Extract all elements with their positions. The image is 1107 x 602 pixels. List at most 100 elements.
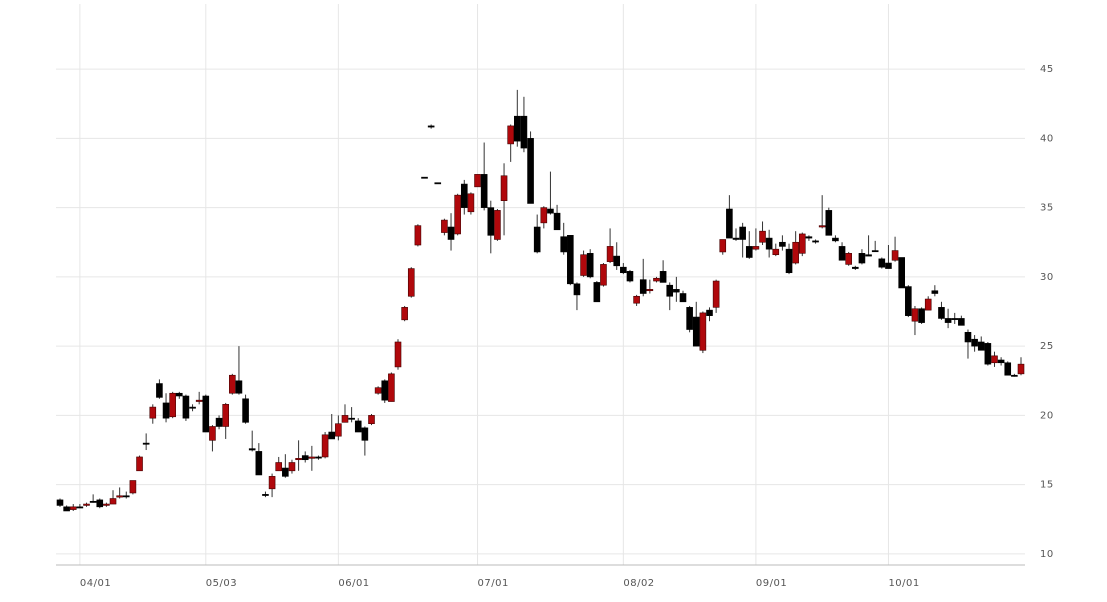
candle-body (666, 284, 674, 297)
candle-body (726, 208, 733, 239)
candle-body (765, 237, 773, 250)
candle-body (540, 207, 548, 224)
candle-body (944, 318, 952, 323)
candle-body (785, 248, 793, 274)
candle-body (195, 399, 203, 402)
candle-body (434, 182, 442, 185)
candle-body (288, 462, 296, 472)
candle-body (865, 254, 872, 257)
candle-body (454, 194, 461, 235)
candle-body (242, 398, 249, 423)
x-tick-label: 09/01 (756, 578, 787, 589)
candle-body (686, 307, 693, 330)
candle-body (480, 174, 488, 208)
candle-body (407, 268, 415, 297)
candle-body (938, 307, 945, 319)
candle-body (832, 237, 839, 242)
x-tick-label: 10/01 (888, 578, 919, 589)
x-tick-label: 05/03 (206, 578, 237, 589)
candle-body (1011, 374, 1018, 377)
candle-body (142, 442, 150, 445)
candle-body (706, 309, 713, 316)
y-tick-label: 35 (1040, 203, 1054, 214)
candle-body (321, 434, 329, 458)
candle-body (1004, 362, 1012, 376)
candle-body (235, 380, 243, 394)
candle-body (852, 266, 859, 269)
candle-body (122, 495, 130, 498)
y-tick-label: 25 (1040, 341, 1054, 352)
candle-body (500, 175, 508, 201)
candle-body (182, 395, 190, 419)
candle-body (885, 262, 892, 269)
candle-body (89, 500, 97, 503)
candle-body (798, 233, 806, 254)
candle-body (514, 115, 521, 142)
candle-body (818, 225, 826, 228)
candle-body (984, 343, 992, 365)
candle-body (871, 250, 879, 253)
candle-body (918, 308, 925, 323)
candle-body (520, 115, 528, 149)
candle-body (606, 246, 614, 262)
candle-body (1017, 363, 1025, 375)
candle-body (653, 277, 660, 282)
candle-body (838, 246, 846, 261)
candle-body (215, 417, 223, 427)
candle-body (427, 125, 435, 128)
candle-body (586, 253, 594, 278)
candle-body (891, 250, 899, 261)
candle-body (335, 423, 342, 437)
candle-body (845, 253, 852, 265)
y-tick-label: 45 (1040, 64, 1054, 75)
candle-body (719, 239, 727, 253)
candle-body (394, 341, 402, 368)
candle-body (255, 451, 263, 476)
candle-body (825, 210, 833, 236)
candle-body (659, 271, 667, 283)
y-tick-label: 40 (1040, 133, 1054, 144)
candle-body (905, 286, 912, 316)
candle-body (222, 404, 229, 427)
y-tick-label: 10 (1040, 549, 1054, 560)
candle-body (189, 406, 196, 409)
candle-body (103, 503, 110, 506)
candle-body (474, 174, 481, 188)
candle-body (772, 248, 780, 256)
candle-body (381, 380, 389, 401)
candle-body (958, 318, 965, 326)
candle-body (991, 355, 998, 364)
candle-body (977, 341, 985, 351)
candle-body (116, 495, 123, 498)
candle-body (964, 331, 972, 343)
candle-body (467, 193, 475, 213)
candle-body (460, 183, 468, 208)
candle-body (573, 283, 581, 296)
candle-body (162, 402, 170, 419)
candle-body (175, 392, 183, 397)
candle-body (414, 225, 422, 246)
candle-body (547, 208, 554, 214)
candle-body (924, 298, 932, 311)
candle-body (567, 235, 574, 285)
x-tick-label: 04/01 (80, 578, 111, 589)
candle-body (805, 236, 813, 239)
candle-body (328, 431, 336, 440)
candle-body (712, 280, 720, 308)
candle-body (752, 246, 760, 250)
candle-body (262, 494, 269, 496)
candle-body (494, 210, 501, 240)
candle-body (646, 289, 654, 292)
candle-body (673, 289, 680, 293)
candle-body (931, 290, 939, 294)
candle-body (812, 240, 819, 243)
candle-body (268, 476, 276, 490)
candle-body (732, 237, 740, 240)
candle-body (487, 207, 495, 236)
candle-body (679, 293, 687, 303)
candle-body (739, 226, 746, 240)
candle-body (633, 295, 640, 304)
candle-body (301, 455, 309, 461)
